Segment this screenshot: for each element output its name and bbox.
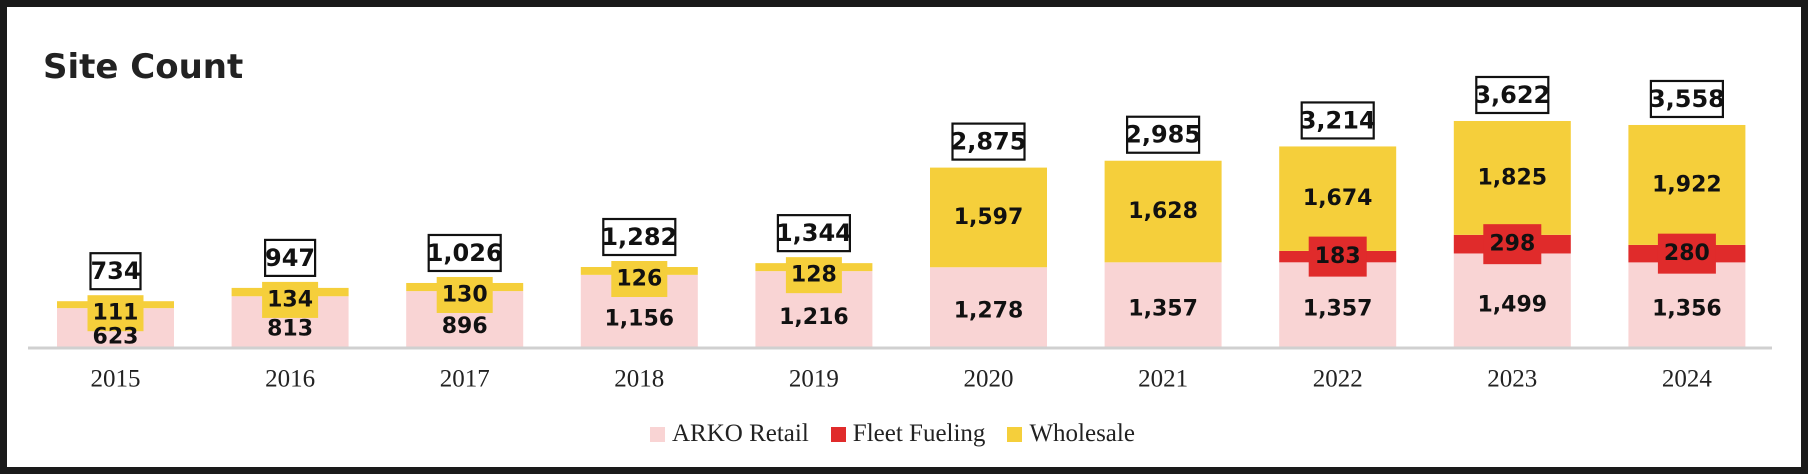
data-label-fleet-2024: 280 [1664, 241, 1710, 266]
legend: ARKO Retail Fleet Fueling Wholesale [650, 420, 1157, 448]
x-tick-label-2017: 2017 [440, 366, 490, 393]
legend-swatch-arko-retail [650, 426, 665, 442]
total-label-2021: 2,985 [1125, 121, 1201, 149]
data-label-arko-2023: 1,499 [1478, 292, 1548, 317]
label-box-fleet-2022 [1308, 236, 1367, 277]
total-box-2020 [951, 122, 1026, 161]
total-label-2015: 734 [90, 257, 140, 285]
data-label-wholesale-2017: 130 [442, 282, 488, 307]
data-label-wholesale-2015: 111 [93, 301, 139, 326]
data-label-fleet-2023: 298 [1489, 232, 1535, 257]
legend-item-arko-retail: ARKO Retail [650, 420, 809, 448]
x-tick-label-2016: 2016 [265, 366, 315, 393]
total-box-2023 [1475, 75, 1550, 115]
data-label-wholesale-2019: 128 [791, 263, 837, 288]
bar-wholesale-2022 [1279, 146, 1397, 251]
data-label-wholesale-2018: 126 [616, 267, 662, 292]
total-label-2023: 3,622 [1474, 81, 1550, 109]
total-box-2024 [1649, 79, 1725, 119]
label-box-fleet-2024 [1657, 233, 1716, 274]
data-label-wholesale-2021: 1,628 [1128, 199, 1198, 224]
total-label-2017: 1,026 [427, 239, 503, 267]
data-label-arko-2018: 1,156 [605, 307, 675, 332]
label-box-wholesale-2018 [611, 261, 668, 298]
data-label-wholesale-2016: 134 [267, 287, 313, 312]
data-label-arko-2016: 813 [267, 316, 313, 341]
data-label-fleet-2022: 183 [1315, 244, 1361, 269]
label-box-wholesale-2019 [785, 257, 842, 294]
total-box-2019 [776, 214, 852, 253]
legend-label-fleet-fueling: Fleet Fueling [852, 420, 986, 447]
legend-label-arko-retail: ARKO Retail [672, 420, 809, 447]
data-label-arko-2019: 1,216 [779, 305, 849, 330]
bar-arko-retail-2021 [1104, 262, 1222, 347]
legend-swatch-fleet-fueling [830, 426, 846, 442]
data-label-arko-2015: 623 [93, 325, 139, 350]
x-tick-label-2024: 2024 [1662, 366, 1713, 393]
total-box-2021 [1125, 115, 1201, 154]
data-label-wholesale-2020: 1,597 [954, 205, 1024, 230]
total-label-2018: 1,282 [601, 223, 677, 251]
total-box-2018 [602, 217, 677, 257]
bar-wholesale-2023 [1453, 120, 1571, 235]
x-tick-label-2021: 2021 [1138, 366, 1188, 393]
data-label-wholesale-2024: 1,922 [1652, 172, 1722, 197]
total-label-2024: 3,558 [1649, 85, 1725, 113]
data-label-arko-2022: 1,357 [1303, 296, 1373, 321]
legend-item-fleet-fueling: Fleet Fueling [830, 420, 986, 448]
data-label-arko-2020: 1,278 [954, 299, 1024, 324]
bar-arko-retail-2023 [1453, 253, 1571, 347]
total-label-2020: 2,875 [951, 128, 1027, 156]
x-tick-label-2019: 2019 [789, 366, 839, 393]
label-box-wholesale-2016 [262, 281, 319, 318]
bar-arko-retail-2020 [930, 267, 1047, 347]
data-label-arko-2024: 1,356 [1652, 296, 1722, 321]
data-label-wholesale-2022: 1,674 [1303, 186, 1373, 211]
x-tick-label-2020: 2020 [964, 366, 1014, 393]
label-box-fleet-2023 [1483, 224, 1542, 265]
total-box-2017 [427, 233, 502, 273]
legend-label-wholesale: Wholesale [1029, 420, 1135, 447]
x-tick-label-2023: 2023 [1487, 366, 1537, 393]
legend-swatch-wholesale [1007, 426, 1023, 442]
bar-arko-retail-2024 [1628, 262, 1746, 347]
bar-wholesale-2024 [1628, 124, 1746, 245]
data-label-wholesale-2023: 1,825 [1478, 165, 1548, 190]
total-label-2016: 947 [265, 244, 315, 272]
data-label-arko-2017: 896 [442, 314, 488, 339]
x-tick-label-2018: 2018 [614, 366, 664, 393]
data-label-arko-2021: 1,357 [1128, 296, 1198, 321]
total-box-2022 [1300, 101, 1375, 140]
total-box-2016 [264, 238, 317, 278]
label-box-wholesale-2017 [436, 276, 493, 313]
total-label-2022: 3,214 [1300, 106, 1376, 134]
bar-wholesale-2020 [930, 167, 1047, 268]
total-box-2015 [89, 252, 142, 291]
x-tick-label-2015: 2015 [91, 366, 141, 393]
legend-item-wholesale: Wholesale [1007, 420, 1135, 448]
bar-wholesale-2021 [1104, 160, 1222, 263]
label-box-wholesale-2015 [87, 295, 144, 332]
total-label-2019: 1,344 [776, 219, 852, 247]
chart-title: Site Count [43, 47, 244, 87]
x-tick-label-2022: 2022 [1313, 366, 1363, 393]
